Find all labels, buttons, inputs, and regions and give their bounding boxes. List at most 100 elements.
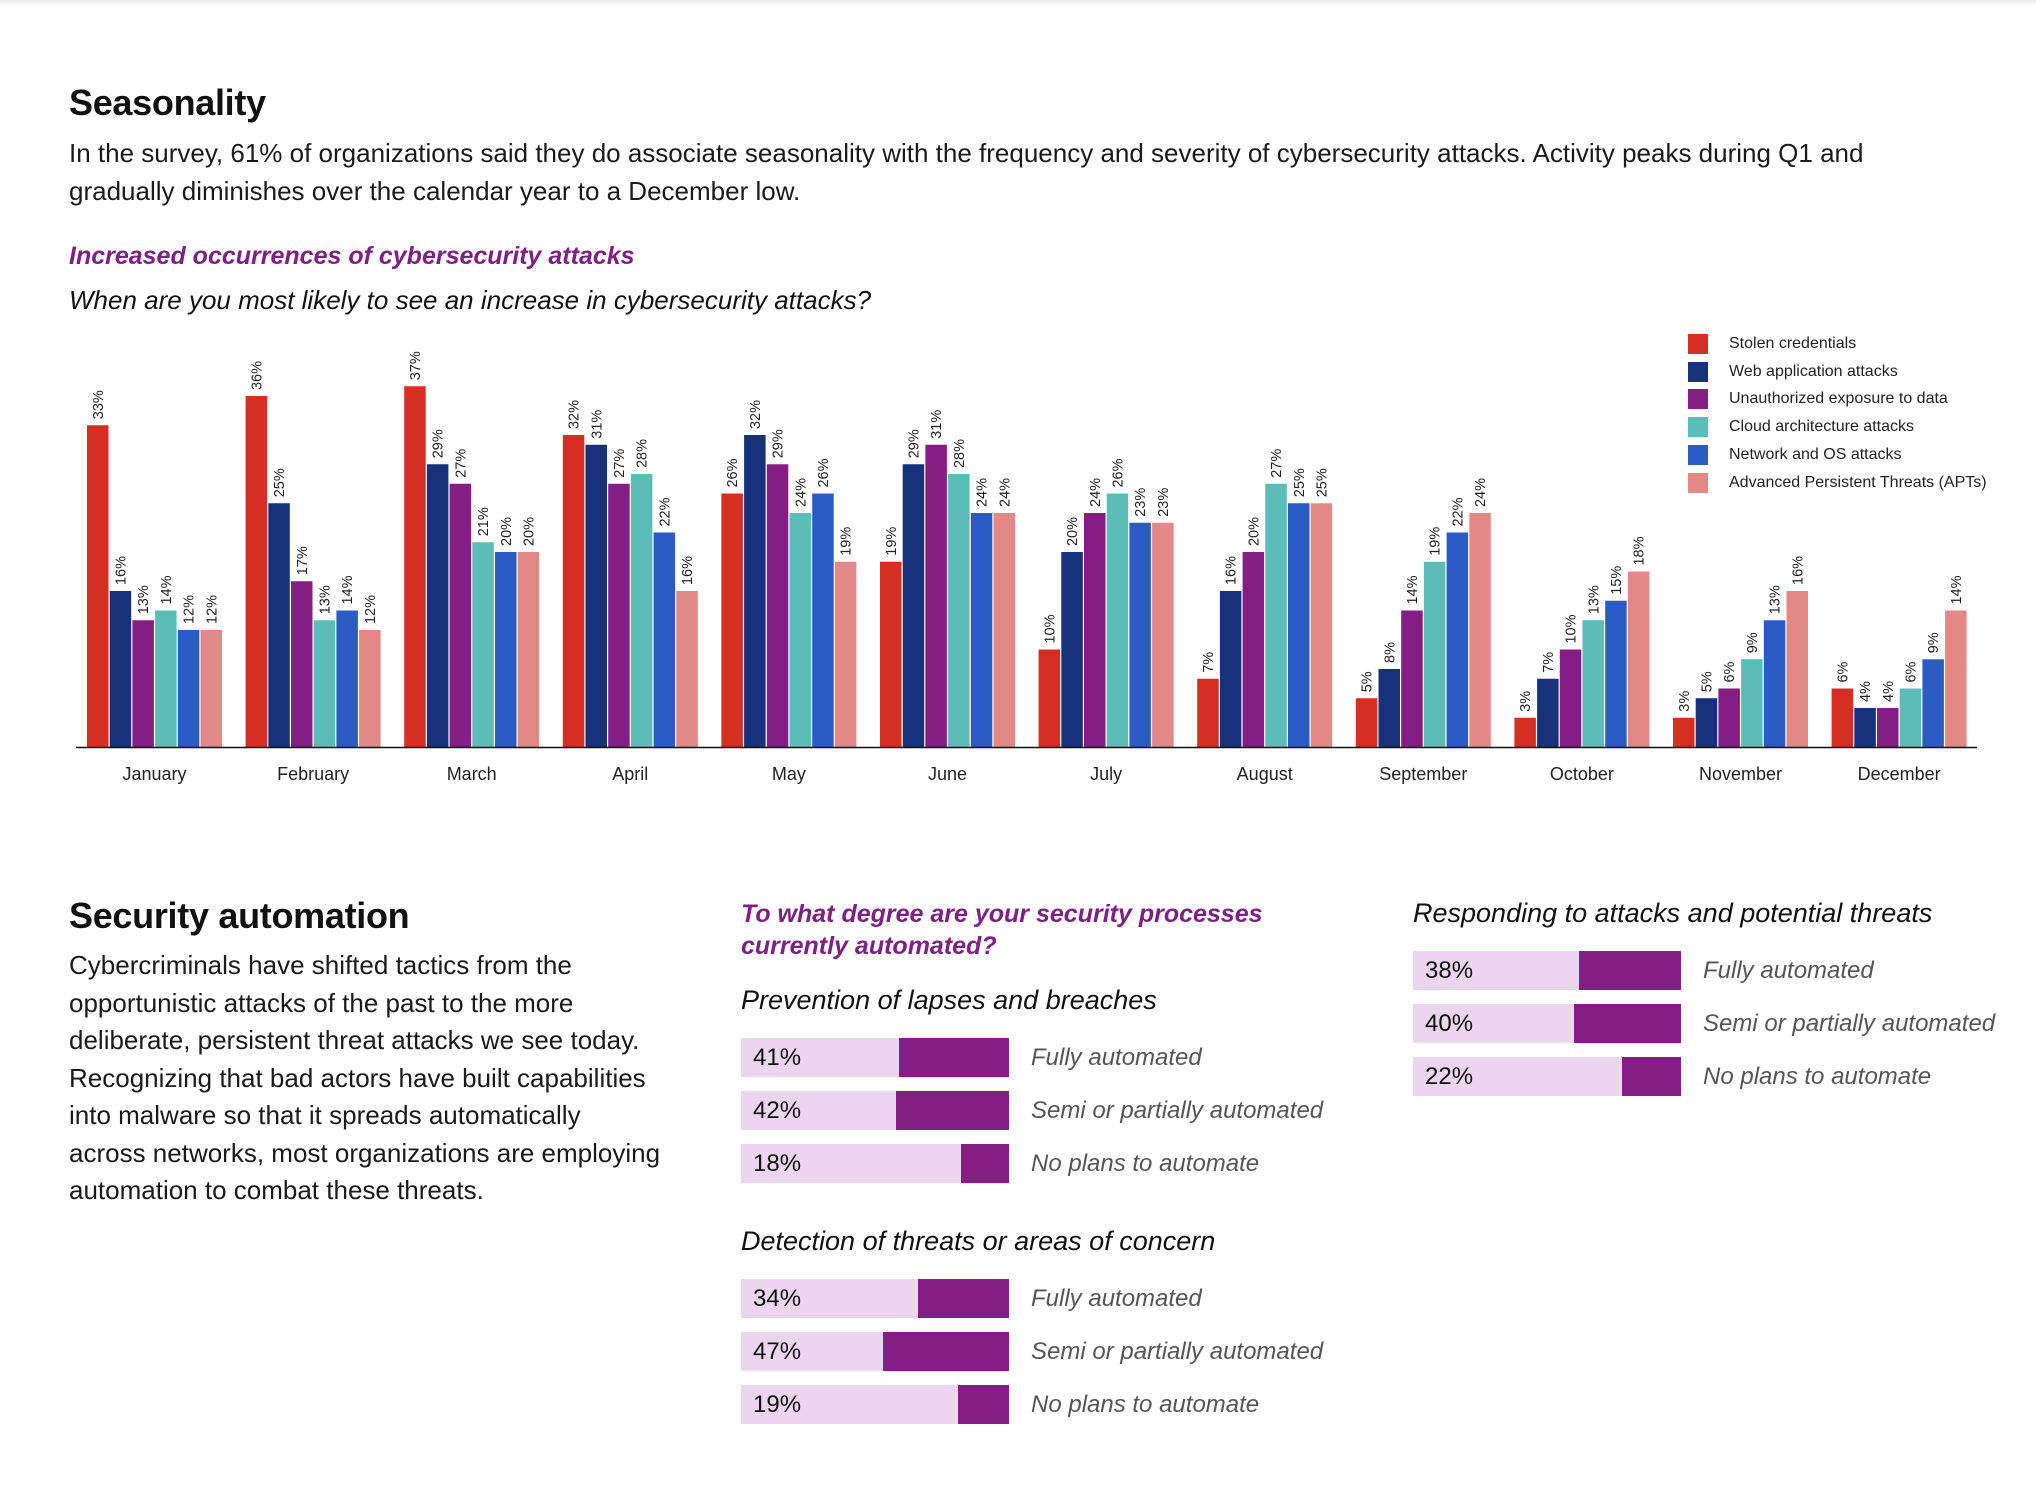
data-label: 13% <box>1768 585 1784 614</box>
automation-bar-track: 22% <box>1413 1057 1681 1096</box>
data-label: 7% <box>1541 652 1557 673</box>
automation-group-title: Prevention of lapses and breaches <box>741 985 1157 1015</box>
data-label: 6% <box>1722 661 1738 682</box>
x-tick-label: May <box>772 764 806 784</box>
automation-bar-track: 41% <box>741 1038 1009 1077</box>
data-label: 7% <box>1201 652 1217 673</box>
bar <box>426 464 449 747</box>
automation-bar-value: 34% <box>753 1285 802 1312</box>
automation-body-line: opportunistic attacks of the past to the… <box>69 987 574 1018</box>
legend-swatch <box>1688 389 1708 410</box>
bar <box>925 444 947 747</box>
automation-bar-fill <box>883 1332 1009 1371</box>
bar <box>676 591 698 747</box>
bar <box>1718 688 1740 747</box>
bar <box>1061 552 1083 747</box>
bar <box>177 630 200 747</box>
bar <box>902 464 925 747</box>
x-tick-label: April <box>612 764 648 784</box>
bar <box>880 561 902 747</box>
chart-question: When are you most likely to see an incre… <box>69 285 872 315</box>
bar <box>1854 708 1876 747</box>
automation-bar-fill <box>896 1091 1009 1130</box>
bar <box>359 630 381 747</box>
data-label: 24% <box>1473 478 1489 507</box>
bar <box>472 542 494 747</box>
legend-swatch <box>1688 417 1708 438</box>
data-label: 4% <box>1858 681 1874 702</box>
legend-swatch <box>1688 333 1708 354</box>
automation-bar-track: 40% <box>1413 1004 1681 1043</box>
data-label: 14% <box>159 575 175 604</box>
automation-bar-fill <box>1573 1004 1681 1043</box>
data-label: 19% <box>839 527 855 556</box>
data-label: 20% <box>1065 517 1081 546</box>
data-label: 27% <box>612 449 628 478</box>
bar <box>1152 522 1174 747</box>
month-group-april: 32% 31% 27% 28% 22% 16% April <box>562 400 698 784</box>
data-label: 27% <box>1269 449 1285 478</box>
data-label: 21% <box>476 507 492 536</box>
data-label: 17% <box>295 546 311 575</box>
data-label: 25% <box>1292 468 1308 497</box>
legend-item: Unauthorized exposure to data <box>1688 386 1987 414</box>
bar <box>245 396 268 747</box>
data-label: 27% <box>453 449 469 478</box>
automation-row-label: No plans to automate <box>1703 1062 1932 1090</box>
automation-bar-value: 19% <box>753 1391 802 1418</box>
data-label: 19% <box>1428 527 1444 556</box>
bar <box>313 620 336 747</box>
automation-bar-fill <box>1579 951 1681 990</box>
automation-row: 42% Semi or partially automated <box>741 1091 1323 1130</box>
bar <box>653 532 676 747</box>
data-label: 14% <box>1405 575 1421 604</box>
month-group-december: 6% 4% 4% 6% 9% 14% December <box>1831 575 1967 784</box>
automation-question: To what degree are your security process… <box>741 898 1263 962</box>
bar <box>87 425 109 747</box>
bar <box>1922 659 1944 747</box>
bar <box>1129 522 1151 747</box>
data-label: 6% <box>1835 661 1851 682</box>
bar <box>449 483 472 747</box>
legend-swatch <box>1688 361 1708 382</box>
legend-item: Advanced Persistent Threats (APTs) <box>1688 469 1987 497</box>
bar <box>1695 698 1718 747</box>
automation-body-line: automation to combat these threats. <box>69 1175 484 1205</box>
bar <box>1038 649 1061 747</box>
data-label: 10% <box>1042 614 1058 643</box>
bar <box>1310 503 1333 747</box>
data-label: 31% <box>929 410 945 439</box>
month-group-january: 33% 16% 13% 14% 12% 12% January <box>87 390 222 784</box>
month-group-february: 36% 25% 17% 13% 14% 12% February <box>245 361 381 784</box>
automation-row: 19% No plans to automate <box>741 1385 1323 1424</box>
data-label: 12% <box>204 595 220 624</box>
data-label: 14% <box>340 575 356 604</box>
data-label: 16% <box>680 556 696 585</box>
bar <box>1945 610 1967 747</box>
bar <box>1197 678 1219 747</box>
automation-bar-value: 41% <box>753 1044 802 1071</box>
automation-bar-track: 38% <box>1413 951 1681 990</box>
automation-row: 41% Fully automated <box>741 1038 1323 1077</box>
data-label: 33% <box>91 390 107 419</box>
data-label: 24% <box>793 478 809 507</box>
bar <box>1741 659 1763 747</box>
bar <box>1673 717 1695 747</box>
automation-group-detection: Detection of threats or areas of concern… <box>741 1226 1323 1438</box>
automation-row: 47% Semi or partially automated <box>741 1332 1323 1371</box>
x-tick-label: March <box>447 764 497 784</box>
legend-item: Stolen credentials <box>1688 330 1987 358</box>
bar <box>517 552 540 747</box>
data-label: 13% <box>317 585 333 614</box>
data-label: 5% <box>1360 671 1376 692</box>
automation-bar-fill <box>1622 1057 1681 1096</box>
automation-bar-value: 18% <box>753 1150 802 1177</box>
data-label: 20% <box>499 517 515 546</box>
bar <box>834 561 857 747</box>
automation-bar-fill <box>899 1038 1009 1077</box>
chart-title: Increased occurrences of cybersecurity a… <box>69 242 635 270</box>
automation-row-label: No plans to automate <box>1031 1390 1260 1418</box>
x-tick-label: February <box>277 764 349 784</box>
bar <box>766 464 789 747</box>
bar <box>585 444 607 747</box>
